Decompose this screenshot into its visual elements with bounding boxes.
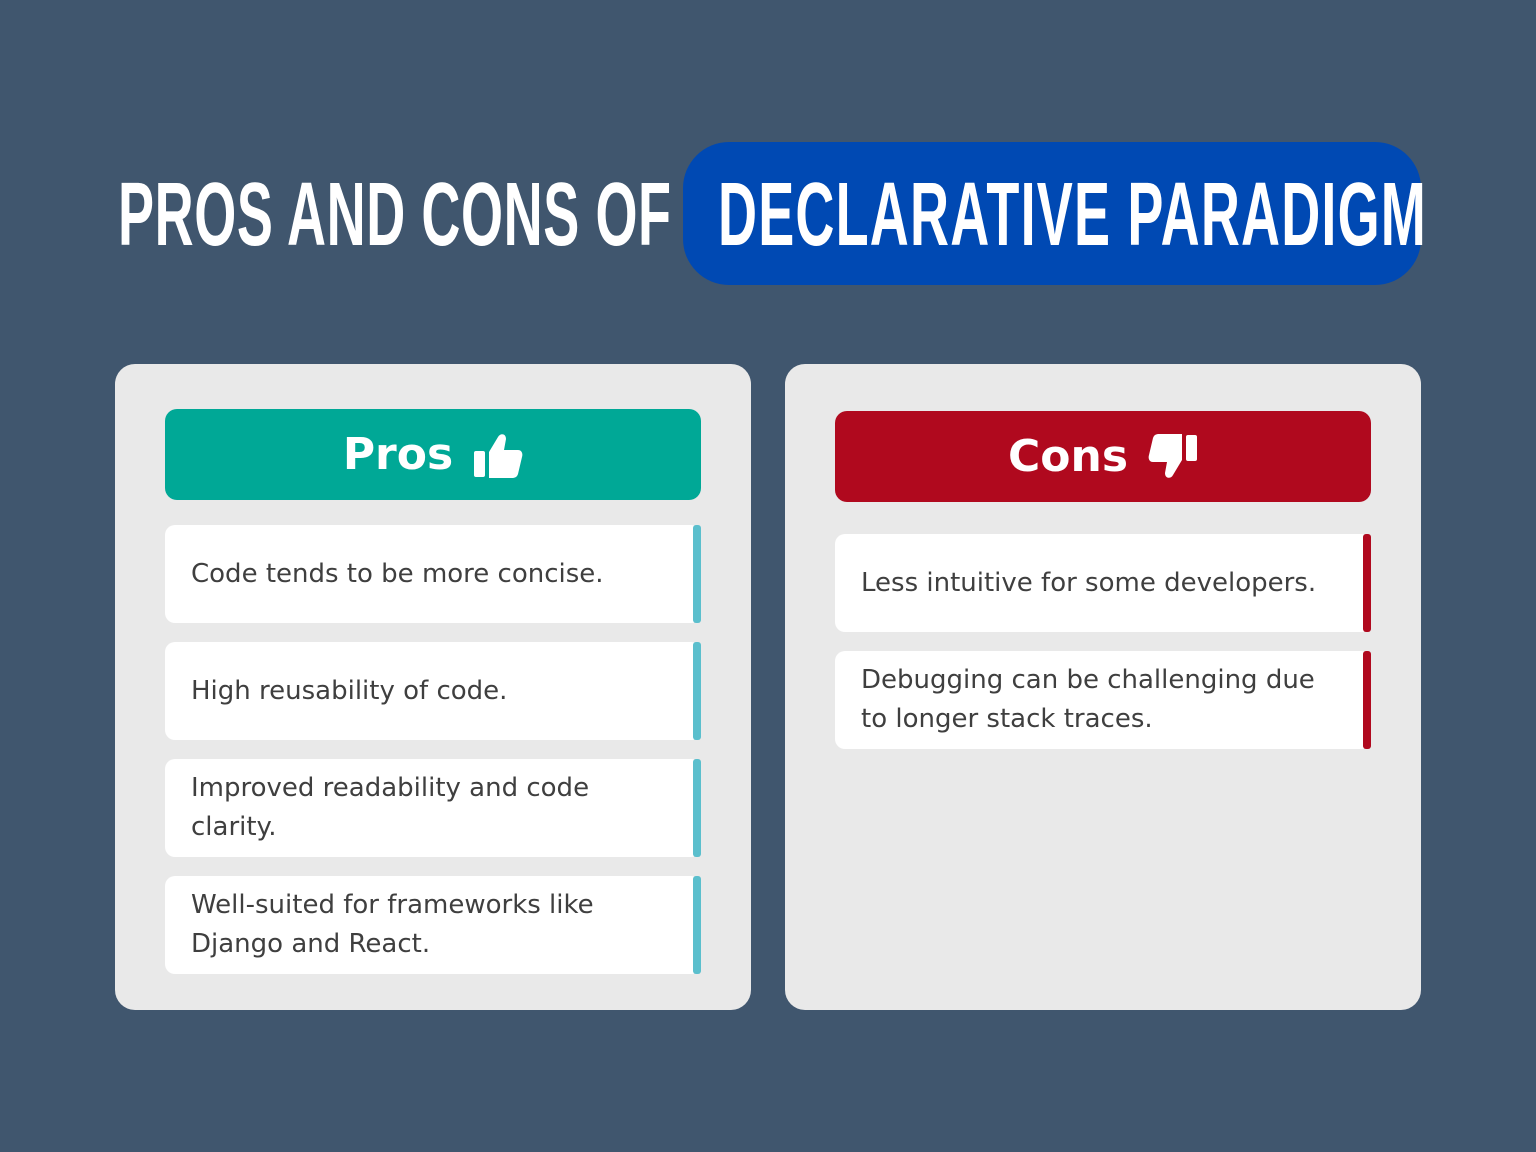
thumbs-up-icon	[473, 429, 523, 481]
pros-item-text: Code tends to be more concise.	[191, 558, 604, 589]
title-highlight: DECLARATIVE PARADIGM	[718, 165, 1427, 265]
cons-list-item: Less intuitive for some developers.	[835, 534, 1371, 632]
title-highlight-pill	[683, 142, 1421, 285]
pros-item-accent-bar	[693, 876, 701, 974]
pros-list-item: Improved readability and code clarity.	[165, 759, 701, 857]
cons-item-accent-bar	[1363, 651, 1371, 749]
pros-list-item: Code tends to be more concise.	[165, 525, 701, 623]
cons-heading: Cons	[1007, 431, 1129, 482]
pros-item-text: High reusability of code.	[191, 675, 508, 706]
pros-panel: Pros Code tends to be more concise. High…	[115, 364, 751, 1010]
cons-header: Cons	[835, 411, 1371, 502]
pros-item-accent-bar	[693, 759, 701, 857]
pros-header: Pros	[165, 409, 701, 500]
title-prefix: PROS AND CONS OF	[118, 165, 672, 265]
cons-list-item: Debugging can be challenging due to long…	[835, 651, 1371, 749]
cons-item-accent-bar	[1363, 534, 1371, 632]
pros-item-text: Improved readability and code clarity.	[191, 773, 590, 842]
pros-list-item: Well-suited for frameworks like Django a…	[165, 876, 701, 974]
pros-heading: Pros	[342, 429, 454, 480]
cons-panel: Cons Less intuitive for some developers.…	[785, 364, 1421, 1010]
thumbs-down-icon	[1148, 431, 1198, 483]
pros-list-item: High reusability of code.	[165, 642, 701, 740]
pros-item-text: Well-suited for frameworks like Django a…	[191, 890, 594, 959]
cons-item-text: Less intuitive for some developers.	[861, 567, 1317, 598]
pros-item-accent-bar	[693, 642, 701, 740]
pros-item-accent-bar	[693, 525, 701, 623]
cons-item-text: Debugging can be challenging due to long…	[861, 665, 1315, 734]
